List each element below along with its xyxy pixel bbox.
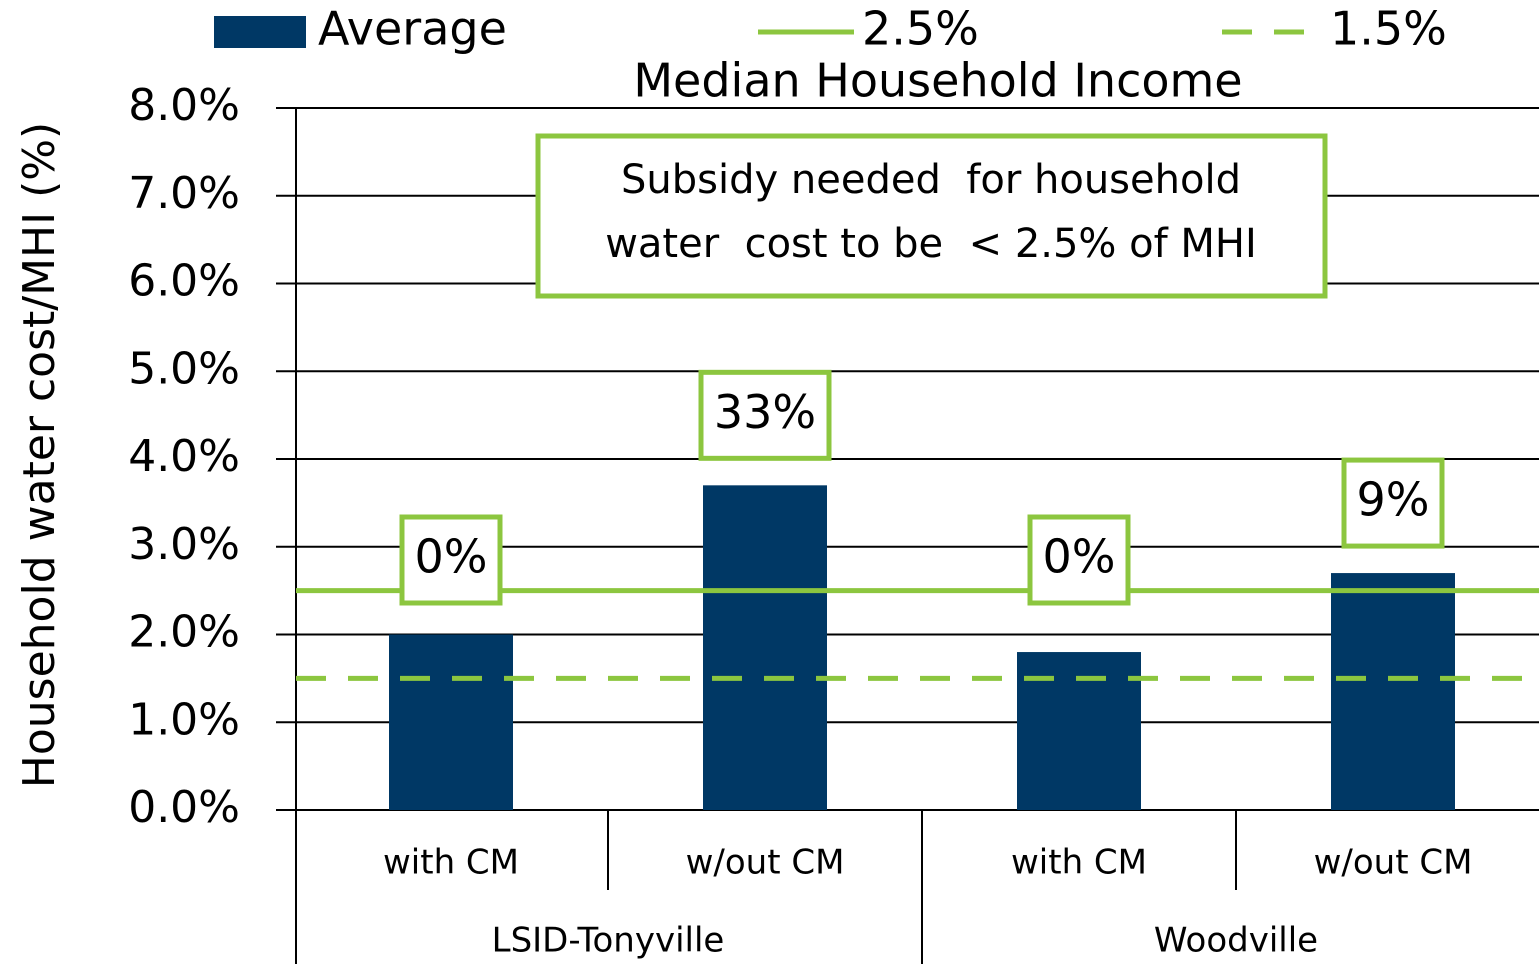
x-tick-label: with CM — [383, 843, 519, 883]
annotation: 0% — [1043, 530, 1116, 584]
y-tick-label: 8.0% — [128, 80, 240, 131]
legend-swatch — [214, 16, 306, 48]
y-tick-label: 0.0% — [128, 782, 240, 833]
note-text: Subsidy needed for household — [621, 157, 1241, 203]
bar — [389, 634, 513, 810]
annotation-box — [399, 514, 503, 606]
y-tick-label: 4.0% — [128, 431, 240, 482]
annotation-box — [1027, 514, 1131, 606]
annotation-box — [698, 369, 832, 461]
y-tick-label: 2.0% — [128, 607, 240, 658]
group-label: LSID-Tonyville — [492, 921, 725, 961]
y-tick-label: 6.0% — [128, 256, 240, 307]
y-tick-label: 7.0% — [128, 168, 240, 219]
legend-label: 1.5% — [1330, 2, 1447, 56]
y-tick-label: 1.0% — [128, 694, 240, 745]
note-box — [535, 133, 1328, 299]
legend-label: Average — [318, 2, 507, 56]
annotation-box — [1341, 457, 1445, 549]
chart-title: Median Household Income — [633, 54, 1242, 108]
note-text: water cost to be < 2.5% of MHI — [605, 221, 1257, 267]
y-tick-label: 5.0% — [128, 343, 240, 394]
legend-label: 2.5% — [862, 2, 979, 56]
x-tick-label: w/out CM — [686, 843, 845, 883]
group-label: Woodville — [1154, 921, 1318, 961]
x-tick-label: with CM — [1011, 843, 1147, 883]
bar — [1331, 573, 1455, 810]
bar — [703, 485, 827, 810]
annotation: 33% — [714, 385, 816, 439]
bar — [1017, 652, 1141, 810]
y-axis-title: Household water cost/MHI (%) — [14, 122, 65, 788]
annotation: 9% — [1357, 473, 1430, 527]
y-tick-label: 3.0% — [128, 519, 240, 570]
x-tick-label: w/out CM — [1314, 843, 1473, 883]
annotation: 0% — [415, 530, 488, 584]
